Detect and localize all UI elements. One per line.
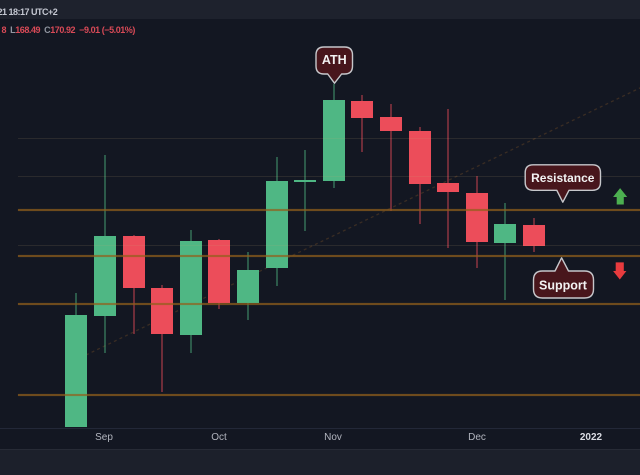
svg-text:ATH: ATH xyxy=(322,53,347,67)
svg-text:Support: Support xyxy=(539,279,588,293)
svg-text:Resistance: Resistance xyxy=(531,171,595,185)
